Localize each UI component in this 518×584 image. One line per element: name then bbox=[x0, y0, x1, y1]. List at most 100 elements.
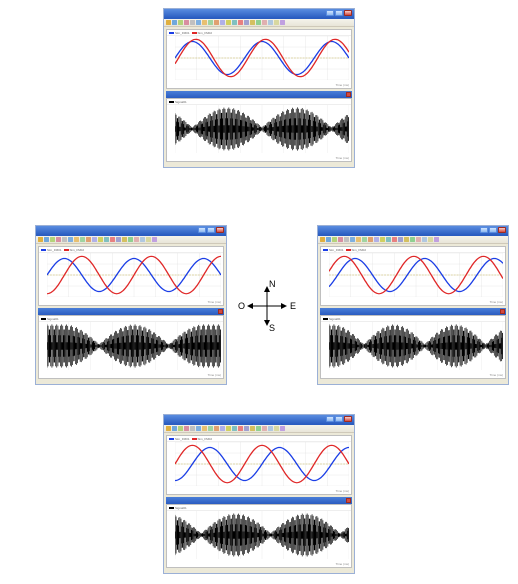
close-button[interactable] bbox=[216, 227, 224, 233]
subwindow-close-button[interactable] bbox=[346, 92, 351, 97]
subwindow-header[interactable] bbox=[320, 308, 506, 315]
toolbar-icon[interactable] bbox=[50, 237, 55, 242]
maximize-button[interactable] bbox=[489, 227, 497, 233]
toolbar-icon[interactable] bbox=[44, 237, 49, 242]
toolbar-icon[interactable] bbox=[344, 237, 349, 242]
subwindow-header[interactable] bbox=[38, 308, 224, 315]
toolbar-icon[interactable] bbox=[214, 426, 219, 431]
toolbar-icon[interactable] bbox=[250, 20, 255, 25]
toolbar-icon[interactable] bbox=[274, 20, 279, 25]
toolbar-icon[interactable] bbox=[268, 20, 273, 25]
toolbar-icon[interactable] bbox=[166, 426, 171, 431]
toolbar-icon[interactable] bbox=[428, 237, 433, 242]
toolbar-icon[interactable] bbox=[104, 237, 109, 242]
toolbar-icon[interactable] bbox=[220, 20, 225, 25]
toolbar-icon[interactable] bbox=[262, 426, 267, 431]
toolbar-icon[interactable] bbox=[208, 20, 213, 25]
toolbar-icon[interactable] bbox=[262, 20, 267, 25]
toolbar-icon[interactable] bbox=[250, 426, 255, 431]
toolbar-icon[interactable] bbox=[38, 237, 43, 242]
toolbar-icon[interactable] bbox=[350, 237, 355, 242]
toolbar-icon[interactable] bbox=[356, 237, 361, 242]
toolbar-icon[interactable] bbox=[184, 426, 189, 431]
toolbar-icon[interactable] bbox=[244, 20, 249, 25]
toolbar-icon[interactable] bbox=[166, 20, 171, 25]
toolbar-icon[interactable] bbox=[380, 237, 385, 242]
toolbar-icon[interactable] bbox=[434, 237, 439, 242]
toolbar-icon[interactable] bbox=[214, 20, 219, 25]
toolbar-icon[interactable] bbox=[178, 426, 183, 431]
minimize-button[interactable] bbox=[198, 227, 206, 233]
toolbar-icon[interactable] bbox=[404, 237, 409, 242]
toolbar-icon[interactable] bbox=[392, 237, 397, 242]
toolbar-icon[interactable] bbox=[238, 20, 243, 25]
toolbar-icon[interactable] bbox=[280, 20, 285, 25]
toolbar-icon[interactable] bbox=[410, 237, 415, 242]
toolbar-icon[interactable] bbox=[220, 426, 225, 431]
toolbar-icon[interactable] bbox=[226, 426, 231, 431]
toolbar-icon[interactable] bbox=[208, 426, 213, 431]
toolbar-icon[interactable] bbox=[74, 237, 79, 242]
toolbar-icon[interactable] bbox=[122, 237, 127, 242]
toolbar-icon[interactable] bbox=[184, 20, 189, 25]
window-titlebar[interactable] bbox=[164, 9, 354, 19]
toolbar-icon[interactable] bbox=[190, 426, 195, 431]
toolbar-icon[interactable] bbox=[368, 237, 373, 242]
toolbar-icon[interactable] bbox=[202, 20, 207, 25]
toolbar-icon[interactable] bbox=[280, 426, 285, 431]
toolbar-icon[interactable] bbox=[244, 426, 249, 431]
subwindow-close-button[interactable] bbox=[346, 498, 351, 503]
toolbar-icon[interactable] bbox=[232, 20, 237, 25]
toolbar-icon[interactable] bbox=[116, 237, 121, 242]
toolbar-icon[interactable] bbox=[338, 237, 343, 242]
toolbar-icon[interactable] bbox=[140, 237, 145, 242]
subwindow-close-button[interactable] bbox=[500, 309, 505, 314]
toolbar-icon[interactable] bbox=[98, 237, 103, 242]
toolbar-icon[interactable] bbox=[268, 426, 273, 431]
toolbar-icon[interactable] bbox=[374, 237, 379, 242]
minimize-button[interactable] bbox=[326, 416, 334, 422]
toolbar-icon[interactable] bbox=[326, 237, 331, 242]
toolbar-icon[interactable] bbox=[332, 237, 337, 242]
toolbar-icon[interactable] bbox=[190, 20, 195, 25]
toolbar-icon[interactable] bbox=[110, 237, 115, 242]
maximize-button[interactable] bbox=[335, 10, 343, 16]
toolbar-icon[interactable] bbox=[202, 426, 207, 431]
toolbar-icon[interactable] bbox=[146, 237, 151, 242]
toolbar-icon[interactable] bbox=[86, 237, 91, 242]
toolbar-icon[interactable] bbox=[416, 237, 421, 242]
toolbar-icon[interactable] bbox=[134, 237, 139, 242]
toolbar-icon[interactable] bbox=[226, 20, 231, 25]
toolbar-icon[interactable] bbox=[172, 20, 177, 25]
toolbar-icon[interactable] bbox=[152, 237, 157, 242]
minimize-button[interactable] bbox=[326, 10, 334, 16]
toolbar-icon[interactable] bbox=[68, 237, 73, 242]
toolbar-icon[interactable] bbox=[422, 237, 427, 242]
toolbar-icon[interactable] bbox=[92, 237, 97, 242]
toolbar-icon[interactable] bbox=[56, 237, 61, 242]
toolbar-icon[interactable] bbox=[256, 20, 261, 25]
toolbar-icon[interactable] bbox=[62, 237, 67, 242]
toolbar-icon[interactable] bbox=[232, 426, 237, 431]
close-button[interactable] bbox=[344, 416, 352, 422]
toolbar-icon[interactable] bbox=[320, 237, 325, 242]
toolbar-icon[interactable] bbox=[362, 237, 367, 242]
close-button[interactable] bbox=[498, 227, 506, 233]
subwindow-header[interactable] bbox=[166, 497, 352, 504]
maximize-button[interactable] bbox=[207, 227, 215, 233]
toolbar-icon[interactable] bbox=[196, 426, 201, 431]
toolbar-icon[interactable] bbox=[256, 426, 261, 431]
toolbar-icon[interactable] bbox=[274, 426, 279, 431]
toolbar-icon[interactable] bbox=[386, 237, 391, 242]
window-titlebar[interactable] bbox=[36, 226, 226, 236]
minimize-button[interactable] bbox=[480, 227, 488, 233]
maximize-button[interactable] bbox=[335, 416, 343, 422]
toolbar-icon[interactable] bbox=[398, 237, 403, 242]
subwindow-close-button[interactable] bbox=[218, 309, 223, 314]
toolbar-icon[interactable] bbox=[80, 237, 85, 242]
toolbar-icon[interactable] bbox=[178, 20, 183, 25]
toolbar-icon[interactable] bbox=[196, 20, 201, 25]
toolbar-icon[interactable] bbox=[238, 426, 243, 431]
window-titlebar[interactable] bbox=[164, 415, 354, 425]
toolbar-icon[interactable] bbox=[172, 426, 177, 431]
